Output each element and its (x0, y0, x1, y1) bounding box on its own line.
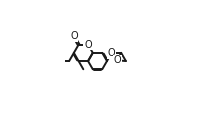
Text: O: O (70, 31, 78, 42)
Text: O: O (108, 48, 116, 58)
Text: O: O (84, 40, 92, 50)
Text: O: O (114, 55, 121, 65)
